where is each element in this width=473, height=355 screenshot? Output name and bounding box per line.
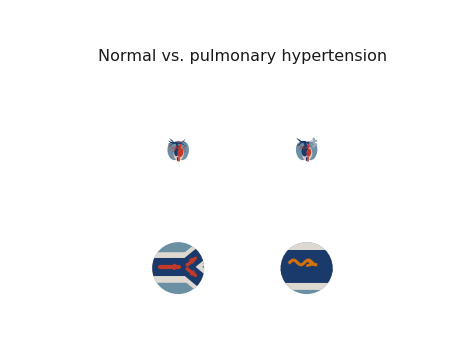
Text: Normal vs. pulmonary hypertension: Normal vs. pulmonary hypertension <box>98 49 387 65</box>
Ellipse shape <box>306 142 317 160</box>
Circle shape <box>152 242 204 294</box>
Ellipse shape <box>175 141 185 156</box>
Ellipse shape <box>176 146 181 149</box>
Ellipse shape <box>302 145 308 157</box>
Ellipse shape <box>177 142 189 160</box>
Ellipse shape <box>296 142 308 160</box>
Ellipse shape <box>171 141 181 156</box>
Ellipse shape <box>307 148 311 157</box>
Ellipse shape <box>177 148 183 157</box>
Ellipse shape <box>174 146 184 161</box>
Ellipse shape <box>302 146 312 161</box>
Ellipse shape <box>305 145 310 148</box>
Ellipse shape <box>304 141 314 156</box>
Ellipse shape <box>174 147 180 156</box>
Ellipse shape <box>167 142 179 160</box>
Circle shape <box>280 242 333 294</box>
Ellipse shape <box>300 141 309 156</box>
Ellipse shape <box>175 146 179 148</box>
